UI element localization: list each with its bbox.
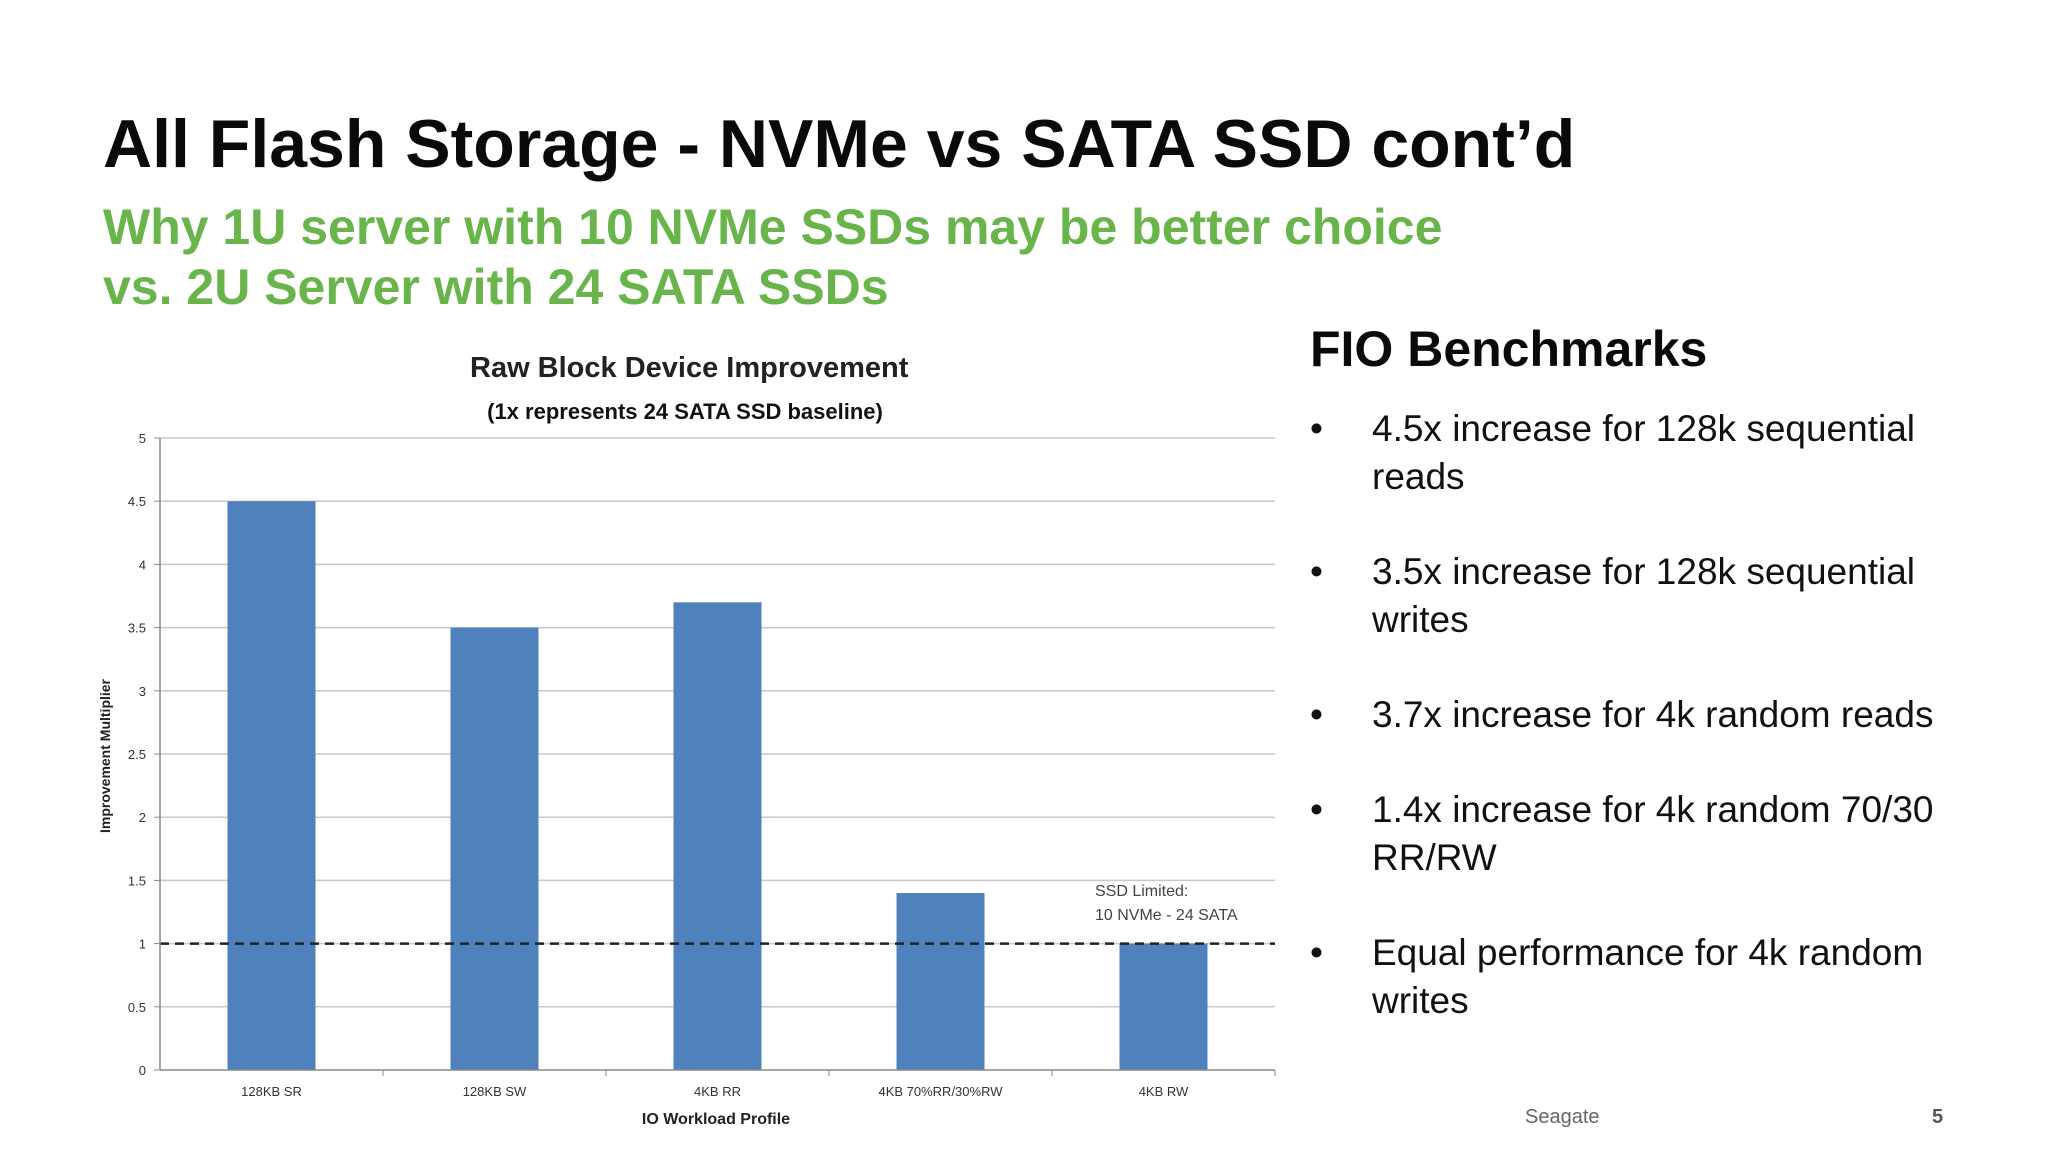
- chart-axes: 0 0.5 1 1.5 2 2.5 3 3.5 4 4.5 5 128KB SR 128KB SW 4KB…: [128, 431, 1276, 1099]
- y-tick-label: 3.5: [128, 621, 146, 636]
- chart-subtitle: (1x represents 24 SATA SSD baseline): [487, 399, 883, 424]
- y-tick-label: 0.5: [128, 1000, 146, 1015]
- benchmarks-list: • 4.5x increase for 128k sequential reads…: [1310, 405, 2010, 1072]
- bar: [1119, 943, 1208, 1070]
- bullet-icon: •: [1310, 932, 1323, 973]
- x-tick-label: 4KB RW: [1139, 1084, 1189, 1099]
- bar-chart: 0 0.5 1 1.5 2 2.5 3 3.5 4 4.5 5 128KB SR 128KB SW 4KB…: [97, 431, 1276, 1128]
- chart-title: Raw Block Device Improvement: [470, 352, 909, 384]
- y-tick-label: 4.5: [128, 494, 146, 509]
- x-axis-label: IO Workload Profile: [642, 1111, 790, 1128]
- y-tick-label: 3: [139, 684, 146, 699]
- benchmark-item: • 3.7x increase for 4k random reads: [1310, 691, 2010, 739]
- y-tick-label: 1.5: [128, 873, 146, 888]
- benchmark-item-text: 3.5x increase for 128k sequential writes: [1372, 551, 1916, 640]
- benchmark-item: • 1.4x increase for 4k random 70/30 RR/RW: [1310, 786, 2010, 882]
- benchmark-item: • Equal performance for 4k random writes: [1310, 929, 2010, 1025]
- benchmark-item-text: Equal performance for 4k random writes: [1372, 932, 1924, 1021]
- x-tick-label: 128KB SR: [241, 1084, 302, 1099]
- y-tick-label: 2.5: [128, 747, 146, 762]
- y-axis-label: Improvement Multiplier: [97, 678, 113, 833]
- bar: [673, 602, 762, 1070]
- slide-subtitle-line-1: Why 1U server with 10 NVMe SSDs may be b…: [103, 199, 1443, 255]
- page-number: 5: [1932, 1106, 1944, 1128]
- benchmark-item: • 4.5x increase for 128k sequential reads: [1310, 405, 2010, 501]
- bullet-icon: •: [1310, 694, 1323, 735]
- x-tick-label: 4KB RR: [694, 1084, 741, 1099]
- bullet-icon: •: [1310, 789, 1323, 830]
- x-tick-label: 4KB 70%RR/30%RW: [878, 1084, 1003, 1099]
- bullet-icon: •: [1310, 551, 1323, 592]
- benchmark-item-text: 4.5x increase for 128k sequential reads: [1372, 408, 1916, 497]
- benchmark-item-text: 3.7x increase for 4k random reads: [1372, 694, 1934, 735]
- bar: [896, 893, 985, 1070]
- bullet-icon: •: [1310, 408, 1323, 449]
- y-tick-label: 2: [139, 810, 146, 825]
- y-tick-label: 1: [139, 937, 146, 952]
- chart-bars: [227, 501, 1208, 1070]
- y-tick-label: 4: [139, 557, 146, 572]
- bar: [450, 627, 539, 1070]
- y-tick-label: 5: [139, 431, 146, 446]
- slide-title: All Flash Storage - NVMe vs SATA SSD con…: [103, 106, 1576, 182]
- annotation-line-2: 10 NVMe - 24 SATA: [1095, 907, 1238, 924]
- slide-subtitle-line-2: vs. 2U Server with 24 SATA SSDs: [103, 259, 889, 315]
- benchmark-item-text: 1.4x increase for 4k random 70/30 RR/RW: [1372, 789, 1934, 878]
- benchmark-item: • 3.5x increase for 128k sequential write…: [1310, 548, 2010, 644]
- benchmarks-heading: FIO Benchmarks: [1310, 321, 1708, 377]
- annotation-line-1: SSD Limited:: [1095, 883, 1188, 900]
- y-tick-label: 0: [139, 1063, 146, 1078]
- bar: [227, 501, 316, 1070]
- x-tick-label: 128KB SW: [463, 1084, 527, 1099]
- footer-brand: Seagate: [1525, 1106, 1600, 1128]
